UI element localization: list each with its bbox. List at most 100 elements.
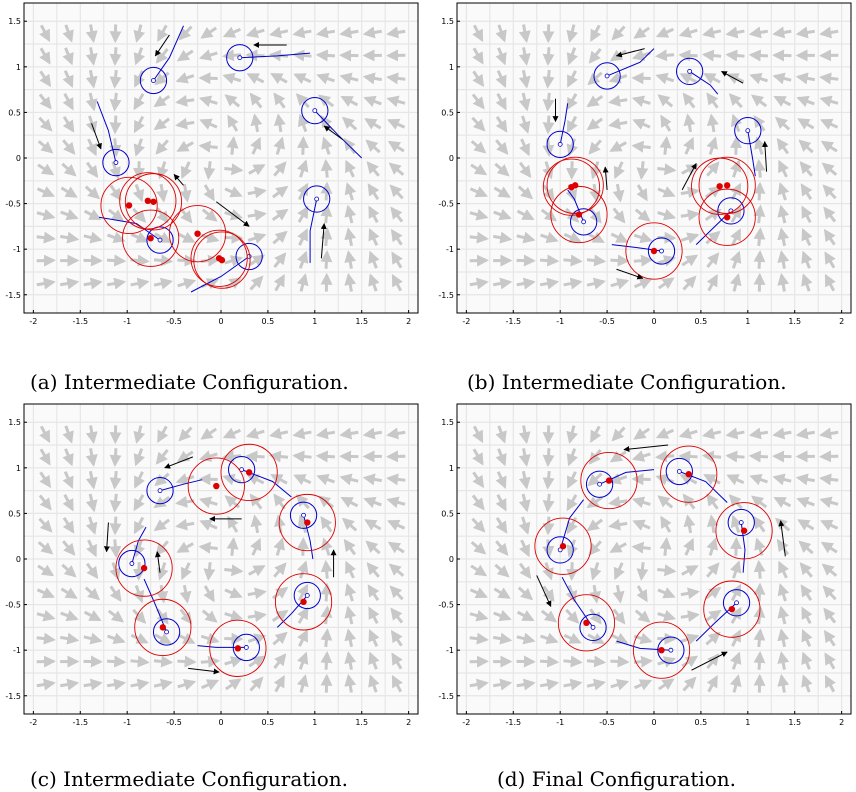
- field-arrow: [83, 209, 102, 221]
- x-tick-label: 0.5: [695, 718, 708, 727]
- robot-center: [745, 128, 751, 134]
- field-arrow: [156, 183, 169, 203]
- field-arrow: [224, 94, 241, 108]
- estimate-point: [723, 214, 731, 221]
- field-arrow: [495, 139, 509, 155]
- field-arrow: [728, 494, 743, 510]
- field-arrow: [566, 425, 579, 444]
- field-arrow: [250, 514, 263, 534]
- robot-center: [304, 593, 310, 598]
- field-arrow: [797, 519, 815, 531]
- field-arrow: [472, 70, 485, 88]
- y-tick-label: -1.5: [5, 291, 21, 300]
- x-tick-label: -1: [123, 718, 131, 727]
- field-arrow: [387, 140, 405, 153]
- field-arrow: [631, 450, 651, 462]
- field-arrow: [821, 563, 838, 577]
- field-arrow: [248, 164, 266, 176]
- field-arrow: [37, 564, 55, 577]
- y-tick-label: 1: [16, 63, 21, 72]
- field-arrow: [470, 564, 488, 577]
- field-arrow: [60, 609, 79, 622]
- field-arrow: [320, 650, 333, 670]
- x-tick-label: 1.5: [788, 718, 801, 727]
- field-arrow: [297, 537, 310, 556]
- field-arrow: [819, 26, 839, 39]
- x-tick-label: 2: [406, 718, 411, 727]
- field-arrow: [588, 47, 602, 64]
- field-arrow: [344, 628, 357, 648]
- field-arrow: [636, 161, 649, 180]
- field-arrow: [109, 161, 121, 180]
- field-arrow: [296, 651, 309, 670]
- field-arrow: [245, 450, 265, 463]
- y-tick-label: 1.5: [8, 418, 21, 427]
- caption-d: (d) Final Configuration.: [497, 767, 736, 791]
- field-arrow: [109, 539, 122, 559]
- field-arrow: [157, 425, 169, 443]
- field-arrow: [801, 606, 813, 624]
- field-arrow: [227, 515, 239, 533]
- vector-field: [457, 3, 851, 313]
- field-arrow: [728, 93, 743, 109]
- estimate-point: [583, 619, 590, 627]
- field-arrow: [539, 678, 560, 691]
- field-arrow: [153, 254, 174, 267]
- field-arrow: [36, 277, 56, 290]
- field-arrow: [471, 494, 485, 511]
- field-arrow: [315, 450, 336, 463]
- field-arrow: [706, 493, 719, 510]
- field-arrow: [368, 273, 380, 292]
- field-arrow: [749, 473, 768, 486]
- field-arrow: [726, 73, 745, 85]
- field-arrow: [657, 255, 677, 267]
- field-arrow: [683, 537, 695, 556]
- estimate-point: [723, 182, 731, 189]
- field-arrow: [518, 562, 532, 580]
- field-arrow: [390, 607, 404, 624]
- field-arrow: [109, 516, 122, 536]
- field-arrow: [366, 161, 380, 177]
- field-arrow: [586, 496, 604, 509]
- field-arrow: [268, 450, 289, 463]
- x-tick-label: -1.5: [72, 317, 88, 326]
- estimate-point: [234, 645, 242, 652]
- field-arrow: [590, 161, 602, 180]
- field-arrow: [495, 471, 507, 489]
- field-arrow: [85, 92, 98, 112]
- field-arrow: [222, 72, 242, 85]
- robot-circle: [665, 457, 693, 486]
- field-arrow: [153, 496, 171, 509]
- field-arrow: [796, 496, 815, 509]
- field-arrow: [297, 182, 309, 201]
- field-arrow: [565, 562, 578, 581]
- field-arrow: [222, 427, 242, 439]
- field-arrow: [36, 208, 56, 221]
- panel-d: -2 -1.5 -1 -0.5 0 0.5 1 1.5 2 1.5 1 0.5 0 -0.5 -1 -1.5: [438, 403, 852, 727]
- field-arrow: [706, 92, 719, 109]
- field-arrow: [367, 584, 380, 601]
- field-arrow: [153, 117, 171, 131]
- field-arrow: [248, 565, 266, 577]
- estimate-point: [716, 183, 723, 190]
- robot-center: [557, 141, 563, 147]
- x-tick-label: -1.5: [72, 718, 88, 727]
- field-arrow: [519, 138, 530, 157]
- field-arrow: [657, 186, 676, 198]
- field-arrow: [297, 629, 309, 647]
- estimate-point: [304, 519, 311, 526]
- x-tick-label: 0: [651, 317, 656, 326]
- robot-trail: [559, 103, 569, 145]
- field-arrow: [586, 655, 607, 668]
- field-arrow: [683, 514, 696, 534]
- field-arrow: [62, 494, 74, 512]
- robot-center: [659, 248, 664, 254]
- field-arrow: [224, 208, 244, 221]
- field-arrow: [566, 93, 578, 111]
- field-arrow: [270, 72, 288, 85]
- y-tick-label: 1.5: [441, 17, 454, 26]
- field-arrow: [62, 139, 76, 155]
- field-arrow: [83, 632, 103, 645]
- field-arrow: [320, 181, 333, 201]
- estimate-circle: [534, 517, 592, 575]
